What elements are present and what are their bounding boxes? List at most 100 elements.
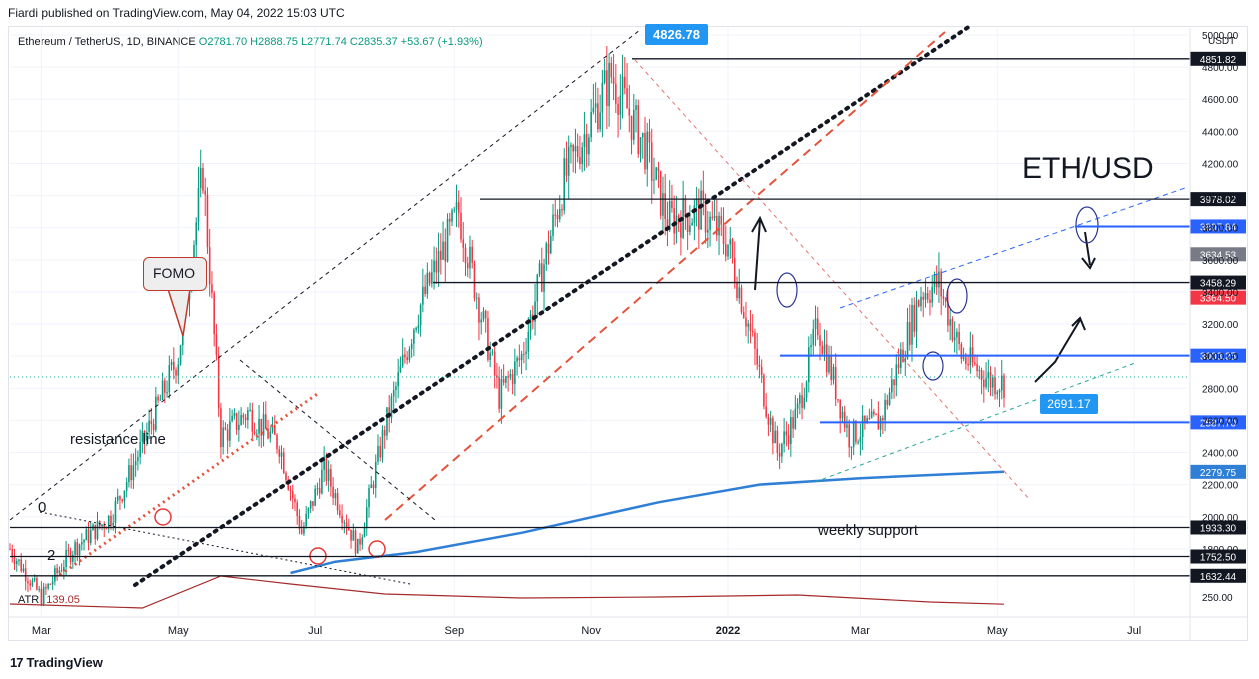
candle-body <box>758 364 761 367</box>
candle-body <box>18 559 20 561</box>
candle-body <box>426 272 429 295</box>
tradingview-logo[interactable]: 17 TradingView <box>10 655 103 670</box>
candle-body <box>745 317 747 327</box>
tradingview-logo-text: TradingView <box>26 655 103 670</box>
candle-body <box>904 358 907 363</box>
candle-body <box>224 427 227 430</box>
channel-top <box>839 187 1186 309</box>
candle-body <box>895 364 898 386</box>
candle-body <box>850 447 853 449</box>
candle-body <box>473 262 476 299</box>
currency-label: USDT <box>1208 36 1236 47</box>
candle-body <box>496 375 498 378</box>
price-tick: 4200.00 <box>1202 159 1239 170</box>
price-tick: 1800.00 <box>1202 545 1239 556</box>
candle-body <box>9 548 11 550</box>
publish-info: Fiardi published on TradingView.com, May… <box>8 6 345 20</box>
candle-body <box>350 529 352 541</box>
candle-body <box>588 137 590 155</box>
candle-body <box>624 76 626 89</box>
candle-body <box>146 431 148 441</box>
weekly-support-label: weekly support <box>818 522 919 539</box>
candle-body <box>211 284 213 294</box>
candle-body <box>540 263 543 292</box>
candle-body <box>754 332 756 349</box>
time-label: Nov <box>581 625 601 637</box>
candle-body <box>980 370 983 380</box>
candle-body <box>733 258 736 284</box>
candle-body <box>72 554 74 562</box>
level-price: 1752.50 <box>1200 553 1237 564</box>
candle-body <box>870 411 873 419</box>
candle-body <box>85 529 88 541</box>
level-badge <box>1190 415 1246 430</box>
price-tick: 2000.00 <box>1202 513 1239 524</box>
candle-body <box>707 229 709 233</box>
candle-body <box>599 112 601 130</box>
candle-body <box>103 524 106 529</box>
candle-body <box>148 420 150 432</box>
low-price-label: 2691.17 <box>1040 394 1098 414</box>
candle-body <box>637 105 640 155</box>
fomo-label: FOMO <box>153 265 195 281</box>
candle-body <box>298 515 301 530</box>
candle-body <box>130 465 132 481</box>
candle-body <box>31 580 34 586</box>
price-tick: 2200.00 <box>1202 481 1239 492</box>
candle-body <box>922 296 925 300</box>
tradingview-logo-icon: 17 <box>10 655 24 670</box>
chart-frame[interactable] <box>8 26 1248 641</box>
candle-body <box>722 224 725 245</box>
candle-body <box>749 323 752 331</box>
candle-body <box>644 133 646 170</box>
candle-body <box>760 366 763 375</box>
candle-body <box>632 109 635 140</box>
candle-body <box>796 403 799 409</box>
chart-grid <box>10 28 1188 617</box>
candle-body <box>442 241 444 260</box>
level-badge <box>1190 568 1246 583</box>
price-tick: 5000.00 <box>1202 31 1239 42</box>
candle-body <box>428 272 431 284</box>
candle-body <box>931 286 934 303</box>
candle-body <box>695 199 698 206</box>
candle-body <box>65 550 67 568</box>
candle-body <box>821 345 824 354</box>
candle-body <box>792 417 794 429</box>
candle-body <box>832 366 835 381</box>
candle-body <box>958 331 960 345</box>
candle-body <box>639 137 642 155</box>
candle-body <box>493 351 496 376</box>
candle-body <box>343 522 346 524</box>
candle-body <box>305 513 307 527</box>
candle-body <box>381 430 384 458</box>
time-label: Jul <box>308 625 322 637</box>
candle-body <box>484 311 487 319</box>
atr-tick: 250.00 <box>1202 593 1233 604</box>
candle-series <box>9 45 1005 607</box>
time-axis: Mar May Jul Sep Nov 2022 Mar May Jul <box>32 625 1141 637</box>
candle-body <box>125 482 128 491</box>
candle-body <box>1003 375 1005 398</box>
candle-body <box>33 578 36 581</box>
candle-body <box>96 520 99 540</box>
level-badge <box>1190 219 1246 234</box>
candle-body <box>926 293 929 300</box>
candle-body <box>199 168 202 188</box>
peak-price-label: 4826.78 <box>645 24 708 45</box>
time-label: Mar <box>851 625 870 637</box>
candle-body <box>799 395 801 404</box>
candle-body <box>585 134 588 155</box>
low-circle <box>154 508 172 526</box>
candle-body <box>202 168 204 191</box>
highlight-ellipse <box>922 351 944 381</box>
level-price: 2587.70 <box>1200 418 1237 429</box>
candle-body <box>226 429 229 441</box>
candle-body <box>727 244 729 257</box>
candle-body <box>282 452 285 473</box>
candle-body <box>81 542 83 545</box>
candle-body <box>502 378 505 383</box>
candle-body <box>962 357 965 359</box>
dotted-trendline <box>133 24 972 587</box>
